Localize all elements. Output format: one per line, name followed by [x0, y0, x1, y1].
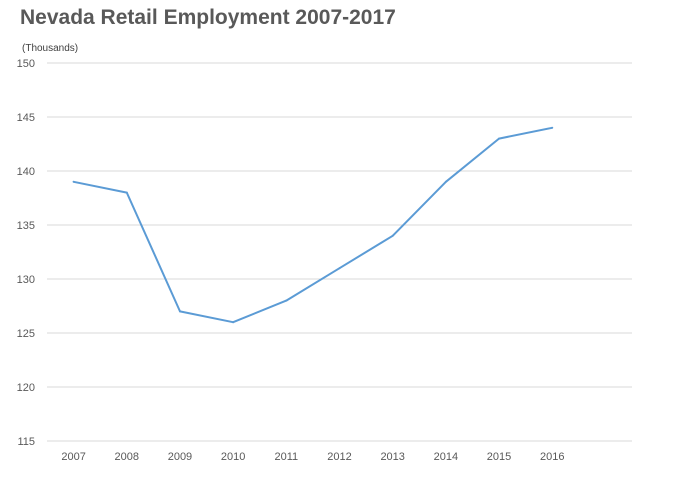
- x-tick-label: 2015: [487, 451, 511, 463]
- x-tick-label: 2008: [115, 451, 139, 463]
- x-tick-label: 2011: [274, 451, 298, 463]
- y-axis-unit-label: (Thousands): [22, 43, 79, 54]
- x-tick-label: 2014: [434, 451, 458, 463]
- data-point-2007: [72, 180, 75, 183]
- y-tick-label: 130: [17, 274, 35, 286]
- y-tick-label: 125: [17, 328, 35, 340]
- chart-title: Nevada Retail Employment 2007-2017: [20, 6, 396, 29]
- series-line: [73, 126, 553, 324]
- y-tick-label: 150: [17, 58, 35, 70]
- y-tick-label: 140: [17, 166, 35, 178]
- y-tick-label: 145: [17, 112, 35, 124]
- data-point-2015: [498, 137, 501, 140]
- data-point-2016: [551, 126, 554, 129]
- data-point-2014: [444, 180, 447, 183]
- x-tick-label: 2010: [221, 451, 245, 463]
- y-tick-label: 135: [17, 220, 35, 232]
- x-tick-label: 2007: [61, 451, 85, 463]
- x-tick-label: 2012: [327, 451, 351, 463]
- data-point-2010: [232, 321, 235, 324]
- y-tick-label: 115: [17, 436, 35, 448]
- x-tick-label: 2009: [168, 451, 192, 463]
- data-point-2013: [391, 234, 394, 237]
- data-point-2008: [125, 191, 128, 194]
- data-point-2009: [178, 310, 181, 313]
- x-tick-label: 2013: [380, 451, 404, 463]
- data-point-2012: [338, 267, 341, 270]
- x-tick-label: 2016: [540, 451, 564, 463]
- y-tick-label: 120: [17, 382, 35, 394]
- data-point-2011: [285, 299, 288, 302]
